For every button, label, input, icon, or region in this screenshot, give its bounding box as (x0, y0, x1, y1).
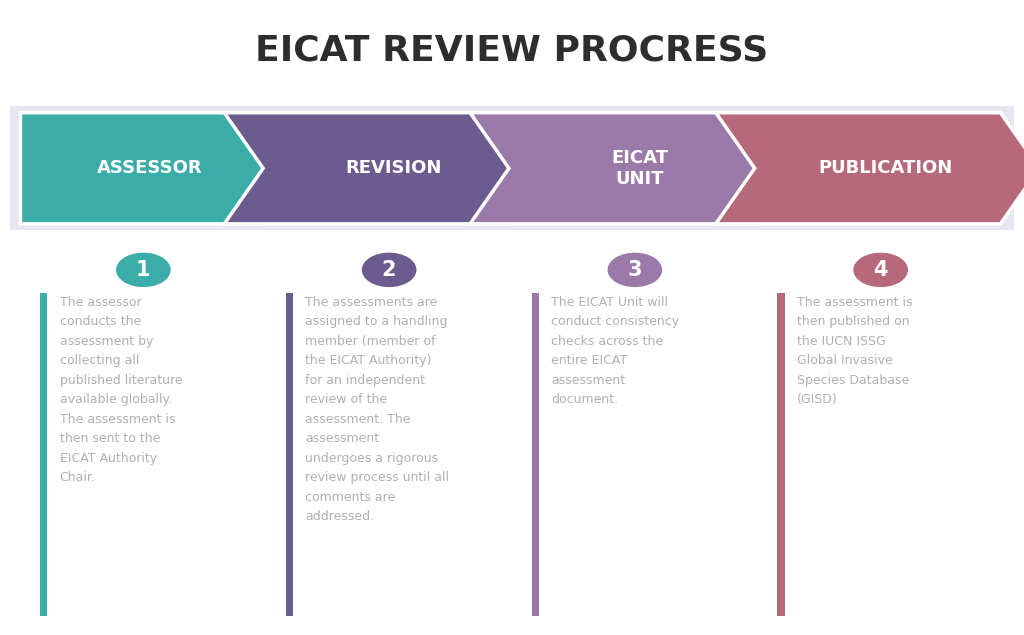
Text: EICAT
UNIT: EICAT UNIT (611, 149, 668, 188)
Circle shape (608, 253, 662, 286)
Polygon shape (716, 113, 1024, 224)
Polygon shape (224, 113, 548, 224)
Bar (286, 293, 293, 616)
FancyBboxPatch shape (10, 107, 1014, 231)
Text: 2: 2 (382, 260, 396, 280)
Text: 1: 1 (136, 260, 151, 280)
Text: The assessment is
then published on
the IUCN ISSG
Global Invasive
Species Databa: The assessment is then published on the … (797, 296, 912, 406)
Bar (531, 293, 539, 616)
Text: 3: 3 (628, 260, 642, 280)
Text: EICAT REVIEW PROCRESS: EICAT REVIEW PROCRESS (255, 34, 769, 68)
Circle shape (362, 253, 416, 286)
Circle shape (117, 253, 170, 286)
Text: ASSESSOR: ASSESSOR (97, 159, 203, 177)
Circle shape (854, 253, 907, 286)
Polygon shape (20, 113, 302, 224)
Polygon shape (470, 113, 794, 224)
Text: The EICAT Unit will
conduct consistency
checks across the
entire EICAT
assessmen: The EICAT Unit will conduct consistency … (551, 296, 679, 406)
Text: 4: 4 (873, 260, 888, 280)
Bar (777, 293, 784, 616)
Bar (40, 293, 47, 616)
Text: The assessments are
assigned to a handling
member (member of
the EICAT Authority: The assessments are assigned to a handli… (305, 296, 450, 523)
Text: PUBLICATION: PUBLICATION (818, 159, 952, 177)
Text: REVISION: REVISION (346, 159, 442, 177)
Text: The assessor
conducts the
assessment by
collecting all
published literature
avai: The assessor conducts the assessment by … (59, 296, 182, 485)
